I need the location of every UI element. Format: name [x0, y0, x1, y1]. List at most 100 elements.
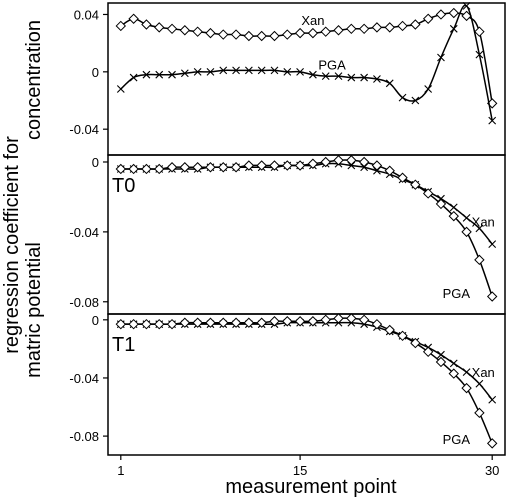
point-matric-T1-PGA-20: [358, 314, 370, 326]
point-matric-T0-PGA-15: [294, 160, 306, 171]
point-concentration-PGA-20: [360, 73, 369, 82]
point-concentration-PGA-5: [168, 70, 176, 79]
point-concentration-Xan-17: [320, 26, 331, 37]
point-concentration-Xan-15: [294, 27, 306, 39]
point-concentration-Xan-21: [371, 22, 383, 33]
y-tick-label-matric-T0-2: -0.08: [69, 295, 99, 310]
point-matric-T0-PGA-10: [230, 162, 242, 173]
point-concentration-PGA-30: [488, 116, 497, 125]
y-tick-label-matric-T1-1: -0.04: [69, 371, 99, 386]
point-concentration-PGA-28: [462, 1, 471, 10]
point-matric-T0-PGA-3: [141, 163, 152, 175]
point-matric-T0-PGA-2: [128, 163, 139, 175]
point-matric-T0-PGA-26: [435, 198, 447, 210]
y-axis-title-concentration: concentration: [23, 20, 45, 140]
point-concentration-Xan-1: [115, 20, 127, 32]
point-concentration-PGA-17: [321, 72, 330, 81]
y-tick-label-matric-T1-0: 0: [92, 313, 99, 328]
point-matric-T0-PGA-27: [448, 210, 459, 222]
point-matric-T0-Xan-29: [475, 224, 484, 233]
point-matric-T1-PGA-14: [282, 316, 293, 327]
point-matric-T1-PGA-9: [218, 317, 229, 328]
point-matric-T1-PGA-4: [154, 318, 165, 330]
point-matric-T0-PGA-22: [384, 165, 395, 176]
point-matric-T0-PGA-23: [397, 172, 408, 183]
point-concentration-PGA-22: [385, 79, 394, 88]
series-label-concentration-Xan: Xan: [301, 13, 324, 28]
point-matric-T1-PGA-17: [320, 314, 331, 326]
y-axis-title-line1: regression coefficient for: [1, 136, 23, 354]
point-concentration-PGA-15: [296, 67, 304, 76]
y-axis-title-matric: matric potential: [23, 242, 45, 378]
point-concentration-Xan-11: [243, 30, 255, 42]
point-matric-T1-PGA-22: [384, 324, 395, 336]
point-concentration-PGA-2: [129, 73, 138, 82]
point-matric-T1-PGA-8: [205, 317, 216, 328]
point-matric-T1-PGA-15: [294, 316, 306, 327]
point-matric-T1-PGA-26: [435, 356, 447, 368]
point-concentration-Xan-8: [205, 27, 216, 39]
y-tick-label-concentration-0: 0.04: [74, 7, 99, 22]
point-matric-T0-PGA-12: [256, 160, 267, 171]
point-concentration-PGA-29: [475, 50, 484, 59]
point-matric-T0-PGA-1: [115, 163, 127, 175]
point-concentration-PGA-4: [155, 70, 164, 79]
point-matric-T1-PGA-7: [192, 317, 203, 328]
point-matric-T0-PGA-17: [320, 156, 331, 168]
point-concentration-PGA-12: [257, 66, 266, 75]
point-concentration-Xan-27: [448, 7, 459, 19]
point-concentration-Xan-9: [218, 29, 229, 40]
point-concentration-Xan-5: [166, 23, 178, 35]
point-concentration-Xan-29: [474, 26, 485, 37]
point-matric-T0-PGA-18: [333, 155, 344, 166]
chart-marks: [115, 1, 498, 449]
series-line-matric-T0-PGA: [120, 159, 493, 297]
point-matric-T0-PGA-16: [307, 158, 319, 169]
point-concentration-Xan-26: [435, 9, 447, 20]
point-concentration-Xan-20: [358, 23, 370, 35]
point-matric-T1-PGA-1: [115, 318, 127, 330]
y-tick-label-matric-T0-0: 0: [92, 155, 99, 170]
point-matric-T0-PGA-21: [371, 160, 383, 171]
point-matric-T1-PGA-21: [371, 318, 383, 330]
point-concentration-Xan-7: [192, 26, 203, 37]
x-tick-label-1: 15: [293, 463, 307, 478]
point-concentration-Xan-14: [282, 29, 293, 40]
point-matric-T0-Xan-20: [360, 163, 369, 172]
y-tick-label-matric-T1-2: -0.08: [69, 429, 99, 444]
point-concentration-PGA-23: [398, 93, 407, 102]
point-concentration-Xan-22: [384, 22, 395, 33]
point-matric-T0-PGA-7: [192, 162, 203, 173]
point-matric-T1-PGA-23: [397, 330, 408, 342]
point-matric-T1-PGA-12: [256, 317, 267, 328]
point-matric-T1-Xan-28: [462, 368, 471, 377]
point-concentration-Xan-23: [397, 20, 408, 32]
point-matric-T1-PGA-24: [410, 337, 421, 349]
x-tick-label-0: 1: [117, 463, 124, 478]
series-label-concentration-PGA: PGA: [318, 58, 346, 73]
series-line-matric-T1-Xan: [120, 321, 493, 401]
y-tick-label-concentration-1: 0: [92, 65, 99, 80]
point-concentration-Xan-18: [333, 25, 344, 36]
point-concentration-PGA-18: [334, 72, 343, 81]
point-matric-T0-PGA-9: [218, 162, 229, 173]
point-matric-T0-Xan-19: [347, 161, 356, 170]
series-label-matric-T0-PGA: PGA: [443, 286, 471, 301]
point-matric-T1-Xan-26: [437, 350, 445, 359]
point-matric-T1-PGA-28: [461, 382, 472, 394]
point-concentration-PGA-19: [347, 73, 356, 82]
point-concentration-PGA-7: [193, 67, 202, 76]
point-matric-T1-PGA-13: [269, 316, 280, 327]
point-concentration-Xan-4: [154, 22, 165, 33]
point-concentration-PGA-8: [206, 67, 215, 76]
point-matric-T1-PGA-19: [346, 313, 357, 324]
plot-frame: [103, 2, 506, 460]
point-matric-T1-PGA-11: [243, 317, 255, 328]
point-matric-T0-PGA-6: [179, 162, 191, 173]
point-concentration-PGA-6: [180, 69, 189, 78]
point-matric-T0-PGA-25: [422, 188, 434, 199]
point-matric-T1-PGA-5: [166, 318, 178, 330]
point-concentration-Xan-16: [307, 27, 319, 39]
y-tick-label-concentration-2: -0.04: [69, 122, 99, 137]
